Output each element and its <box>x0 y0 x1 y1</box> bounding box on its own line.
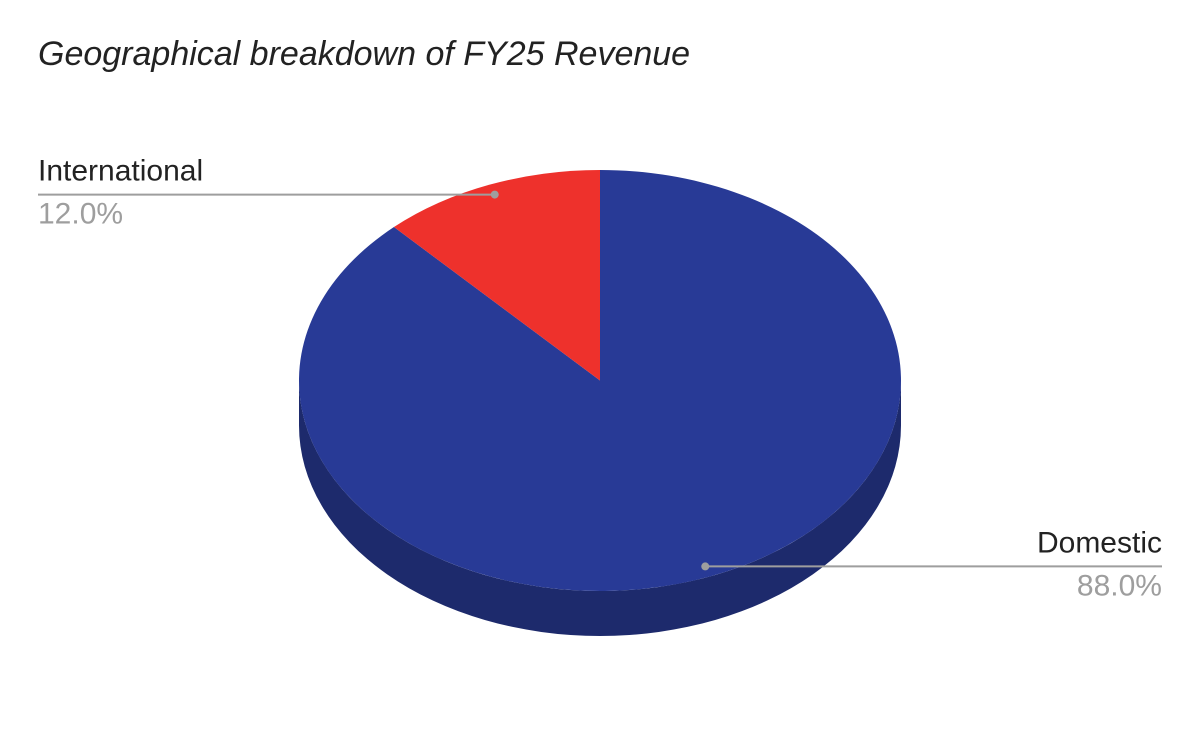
pie-side <box>299 380 901 636</box>
pie-slice <box>393 170 600 381</box>
slice-value-label: 12.0% <box>38 197 123 230</box>
leader-dot <box>701 562 710 571</box>
leader-dot <box>490 190 499 199</box>
pie-side-wall <box>299 380 901 636</box>
pie-slice <box>298 170 901 592</box>
slice-label: International <box>38 154 203 187</box>
slice-value-label: 88.0% <box>1077 569 1162 602</box>
labels: Domestic 88.0% International 12.0% <box>38 154 1162 602</box>
pie-top <box>298 170 901 592</box>
slice-label: Domestic <box>1037 526 1162 559</box>
chart-title: Geographical breakdown of FY25 Revenue <box>38 35 690 73</box>
